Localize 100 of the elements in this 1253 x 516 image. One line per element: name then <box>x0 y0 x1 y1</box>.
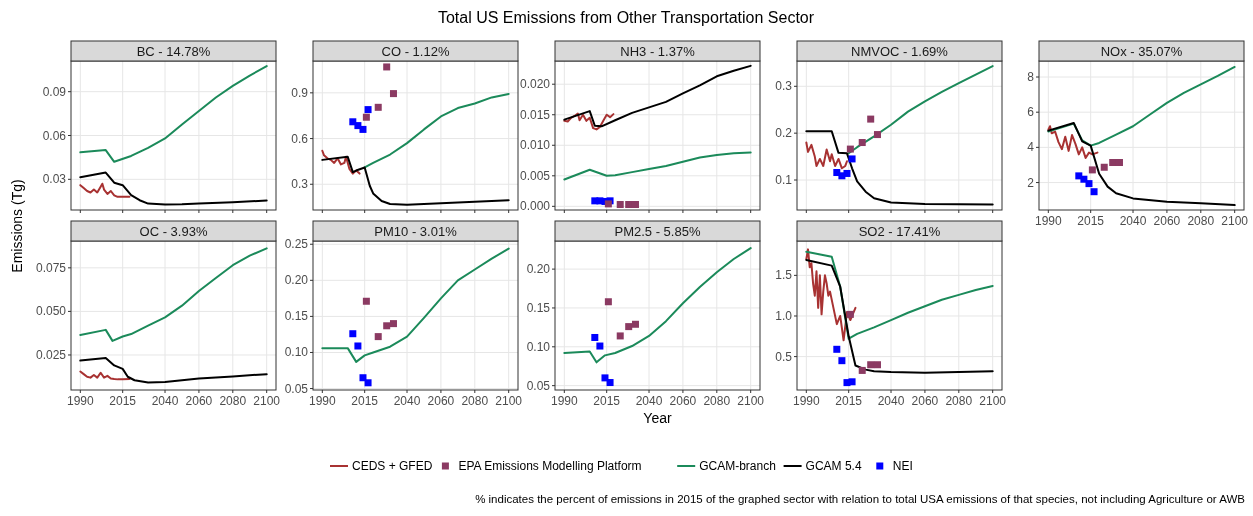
point <box>362 113 370 121</box>
text: % indicates the percent of emissions in 2015 of the graphed sector with relation to total USA emissions of that species, not including Agriculture or AWB <box>475 493 1246 505</box>
y-tick-label: 0.09 <box>42 84 67 99</box>
y-tick-label: 0.1 <box>775 173 793 188</box>
point <box>858 139 866 147</box>
y-tick-label: 0.015 <box>519 107 551 122</box>
point <box>362 297 370 305</box>
y-tick-label: 0.05 <box>284 381 309 396</box>
x-tick-label: 2015 <box>593 394 621 408</box>
x-tick-label: 2080 <box>461 394 489 408</box>
chart-title: PM2.5 - 5.85% <box>614 223 701 239</box>
y-tick-label: 0.3 <box>775 79 793 94</box>
point <box>1090 188 1098 196</box>
chart-title: NOx - 35.07% <box>1100 43 1183 59</box>
line-series <box>321 149 361 175</box>
line-series <box>563 64 752 128</box>
x-tick-label: 2080 <box>219 394 247 408</box>
point <box>389 90 397 98</box>
chart-title: PM10 - 3.01% <box>374 223 458 239</box>
y-tick-label: 0.10 <box>284 345 309 360</box>
y-tick-label: 0.010 <box>519 138 551 153</box>
x-tick-label: 1990 <box>1034 214 1062 228</box>
chart-title: NMVOC - 1.69% <box>851 43 949 59</box>
line-series <box>79 370 131 381</box>
line-series <box>79 247 268 342</box>
point <box>606 379 614 387</box>
point <box>848 155 856 163</box>
line-series <box>321 247 510 363</box>
point <box>374 103 382 111</box>
x-tick-label: 2100 <box>253 394 281 408</box>
y-tick-label: 0.05 <box>526 378 551 393</box>
x-tick-label: 1990 <box>550 394 578 408</box>
line-series <box>1047 121 1236 207</box>
y-axis-title: Emissions (Tg) <box>9 179 25 273</box>
point <box>1088 166 1096 174</box>
point <box>383 322 391 330</box>
point <box>1085 180 1093 188</box>
point <box>359 374 367 382</box>
y-tick-label: 1.5 <box>775 268 793 283</box>
point <box>833 345 841 353</box>
line-series <box>563 151 752 181</box>
x-tick-label: 1990 <box>66 394 94 408</box>
x-tick-label: 2100 <box>737 394 765 408</box>
chart-title: NH3 - 1.37% <box>620 43 696 59</box>
point <box>604 298 612 306</box>
line-series <box>805 250 994 340</box>
x-tick-label: 2040 <box>1119 214 1147 228</box>
y-tick-label: 0.10 <box>526 339 551 354</box>
line-series <box>79 182 131 198</box>
x-tick-label: 2080 <box>703 394 731 408</box>
x-tick-label: 2015 <box>109 394 137 408</box>
line-series <box>563 247 752 364</box>
chart-title: CO - 1.12% <box>381 43 450 59</box>
y-tick-label: 0.005 <box>519 168 551 183</box>
y-tick-label: 0.20 <box>284 273 309 288</box>
point <box>1109 159 1117 166</box>
y-tick-label: 2 <box>1027 175 1035 190</box>
y-tick-label: 0.15 <box>526 300 551 315</box>
x-tick-label: 2080 <box>1187 214 1215 228</box>
point <box>601 374 609 382</box>
point <box>625 323 633 331</box>
x-tick-label: 2040 <box>393 394 421 408</box>
x-tick-label: 2100 <box>979 394 1007 408</box>
x-tick-label: 2100 <box>495 394 523 408</box>
x-tick-label: 2060 <box>669 394 697 408</box>
point <box>616 332 624 340</box>
x-axis-title: Year <box>643 410 672 426</box>
x-tick-label: 2060 <box>185 394 213 408</box>
y-tick-label: 6 <box>1027 105 1035 120</box>
legend-label: NEI <box>892 459 913 473</box>
line-series <box>1047 65 1236 147</box>
y-tick-label: 0.06 <box>42 128 67 143</box>
y-tick-label: 0.5 <box>775 349 793 364</box>
y-tick-label: 8 <box>1027 70 1035 85</box>
chart-title: OC - 3.93% <box>139 223 208 239</box>
point <box>359 125 367 133</box>
x-tick-label: 2060 <box>911 394 939 408</box>
point <box>846 145 854 153</box>
x-tick-label: 2040 <box>877 394 905 408</box>
y-tick-label: 0.9 <box>291 85 309 100</box>
point <box>596 342 604 350</box>
y-tick-label: 0.2 <box>775 126 793 141</box>
y-tick-label: 0.000 <box>519 199 551 214</box>
point <box>867 361 875 369</box>
point <box>591 333 599 341</box>
x-tick-label: 2060 <box>427 394 455 408</box>
line-series <box>79 65 268 163</box>
text: Total US Emissions from Other Transportation Sector <box>437 9 815 26</box>
point <box>873 361 881 369</box>
point <box>374 333 382 341</box>
point <box>389 320 397 328</box>
x-tick-label: 2015 <box>835 394 863 408</box>
chart-title: BC - 14.78% <box>136 43 211 59</box>
point <box>1115 159 1123 166</box>
legend-label: EPA Emissions Modelling Platform <box>458 459 642 473</box>
line-series <box>805 258 994 374</box>
y-tick-label: 0.15 <box>284 309 309 324</box>
point <box>846 310 854 318</box>
line-series <box>563 112 615 131</box>
y-tick-label: 0.3 <box>291 177 309 192</box>
